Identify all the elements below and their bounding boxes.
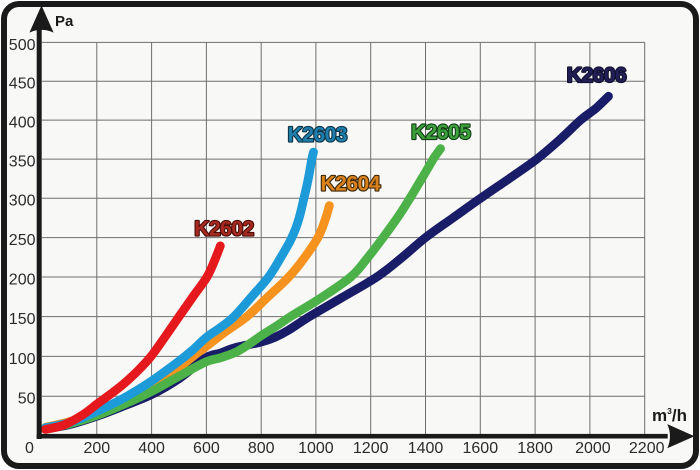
svg-text:400: 400: [9, 115, 36, 132]
svg-text:Pa: Pa: [55, 13, 74, 30]
svg-text:0: 0: [25, 440, 34, 457]
svg-text:K2604: K2604: [321, 172, 381, 195]
svg-text:200: 200: [9, 271, 36, 288]
svg-text:1800: 1800: [517, 440, 553, 457]
svg-text:2200: 2200: [629, 440, 665, 457]
svg-text:400: 400: [138, 440, 165, 457]
svg-text:300: 300: [9, 193, 36, 210]
svg-text:250: 250: [9, 232, 36, 249]
svg-text:K2603: K2603: [288, 123, 347, 146]
svg-text:150: 150: [9, 311, 36, 328]
svg-text:50: 50: [18, 391, 36, 408]
svg-text:m3/h: m3/h: [652, 406, 687, 425]
svg-text:600: 600: [193, 440, 220, 457]
svg-text:1000: 1000: [298, 440, 334, 457]
svg-text:800: 800: [248, 440, 275, 457]
svg-text:2000: 2000: [575, 440, 611, 457]
svg-text:K2606: K2606: [567, 64, 626, 87]
svg-text:450: 450: [9, 76, 36, 93]
svg-text:K2602: K2602: [194, 217, 253, 240]
svg-text:100: 100: [9, 351, 36, 368]
svg-text:500: 500: [9, 37, 36, 54]
svg-text:1400: 1400: [408, 440, 444, 457]
svg-text:350: 350: [9, 154, 36, 171]
svg-text:200: 200: [83, 440, 110, 457]
svg-text:1200: 1200: [353, 440, 389, 457]
svg-text:1600: 1600: [463, 440, 499, 457]
svg-text:K2605: K2605: [411, 121, 471, 144]
